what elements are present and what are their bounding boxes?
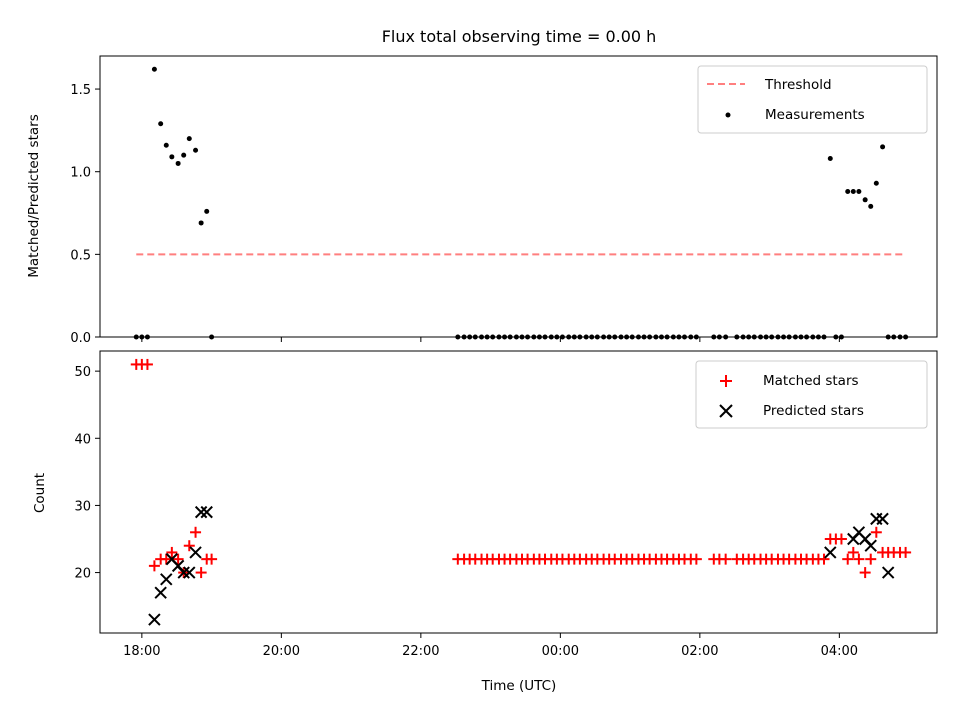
bottom-x-tick-label: 04:00 <box>821 644 858 659</box>
x-axis-label: Time (UTC) <box>481 678 557 694</box>
top-y-tick-label: 1.5 <box>70 83 91 98</box>
matched-star-point <box>190 526 202 538</box>
predicted-star-point <box>183 566 196 579</box>
matched-star-point <box>183 540 195 552</box>
predicted-star-point <box>194 505 208 519</box>
matched-star-point <box>853 553 865 565</box>
bottom-axes-frame <box>99 350 938 634</box>
top-y-axis-label: Matched/Predicted stars <box>26 114 42 277</box>
measurement-point <box>827 155 833 161</box>
measurement-point <box>198 220 204 226</box>
top-legend-box <box>697 65 928 134</box>
legend-predicted-label: Predicted stars <box>763 403 864 419</box>
measurement-point <box>204 208 210 214</box>
matched-star-point <box>870 526 882 538</box>
top-y-tick-label: 0.0 <box>70 331 91 346</box>
predicted-star-point <box>876 512 889 526</box>
measurement-point <box>193 147 199 153</box>
top-plot-area <box>133 66 909 340</box>
bottom-x-tick-label: 00:00 <box>542 644 579 659</box>
predicted-star-point <box>154 586 167 599</box>
top-y-tick-label: 1.0 <box>70 166 91 181</box>
matched-star-point <box>835 533 847 545</box>
bottom-x-tick-label: 20:00 <box>263 644 300 659</box>
matched-star-point <box>842 553 854 565</box>
bottom-y-tick-label: 40 <box>74 432 91 447</box>
measurement-point <box>169 154 175 160</box>
bottom-x-tick-label: 02:00 <box>681 644 718 659</box>
bottom-x-tick-label: 18:00 <box>123 644 160 659</box>
matched-star-point <box>865 553 877 565</box>
measurement-point <box>186 136 192 142</box>
predicted-star-point <box>189 546 202 559</box>
predicted-star-point <box>160 573 173 586</box>
matched-star-point <box>206 553 218 565</box>
measurement-point <box>175 160 181 166</box>
predicted-star-point <box>177 566 190 579</box>
matched-star-point <box>859 567 871 579</box>
matched-star-point <box>690 553 702 565</box>
bottom-y-tick-label: 20 <box>74 567 91 582</box>
legend-matched-label: Matched stars <box>763 373 859 389</box>
matched-star-point <box>195 567 207 579</box>
matched-star-point <box>847 546 859 558</box>
bottom-legend-box <box>695 360 928 429</box>
predicted-star-point <box>881 566 895 579</box>
predicted-star-point <box>864 539 877 552</box>
matched-star-point <box>720 553 732 565</box>
matched-star-point <box>141 358 153 370</box>
measurement-point <box>158 121 164 127</box>
bottom-y-tick-label: 30 <box>74 499 91 514</box>
top-panel: 0.0 0.5 1.0 1.5 Matched/Predicted stars Thr… <box>26 55 938 346</box>
bottom-y-tick-label: 50 <box>74 365 91 380</box>
chart-title: Flux total observing time = 0.00 h <box>382 27 657 46</box>
measurement-point <box>873 180 879 186</box>
top-legend: Threshold Measurements <box>697 65 928 134</box>
top-y-tick-label: 0.5 <box>70 248 91 263</box>
matched-star-point <box>900 546 912 558</box>
top-axes-frame <box>99 55 938 338</box>
measurement-point <box>862 197 868 203</box>
measurement-point <box>880 144 886 150</box>
measurement-point <box>856 189 862 195</box>
legend-measurements-label: Measurements <box>765 107 865 123</box>
matched-star-point <box>160 553 172 565</box>
bottom-plot-area <box>130 358 912 626</box>
legend-threshold-label: Threshold <box>764 77 832 93</box>
top-x-axis <box>141 337 840 342</box>
legend-measurements-swatch <box>725 112 731 118</box>
predicted-star-point <box>824 546 837 559</box>
measurement-point <box>845 189 851 195</box>
bottom-x-tick-label: 22:00 <box>402 644 439 659</box>
legend-predicted-swatch <box>719 404 733 418</box>
bottom-x-axis: 18:00 20:00 22:00 00:00 02:00 04:00 <box>123 633 858 659</box>
bottom-y-axis-label: Count <box>32 473 48 513</box>
top-y-axis: 0.0 0.5 1.0 1.5 <box>70 83 100 346</box>
measurement-point <box>163 142 169 148</box>
measurement-point <box>181 152 187 158</box>
predicted-star-point <box>148 613 161 626</box>
predicted-star-point <box>200 505 213 519</box>
matched-star-point <box>172 553 184 565</box>
bottom-y-axis: 20 30 40 50 <box>74 365 100 582</box>
matched-star-point <box>166 546 178 558</box>
measurement-point <box>868 203 874 209</box>
bottom-legend: Matched stars Predicted stars <box>695 360 928 429</box>
measurement-point <box>151 66 157 72</box>
legend-matched-swatch <box>720 375 732 387</box>
matched-star-point <box>148 560 160 572</box>
matched-star-point <box>818 553 830 565</box>
measurement-point <box>850 189 856 195</box>
